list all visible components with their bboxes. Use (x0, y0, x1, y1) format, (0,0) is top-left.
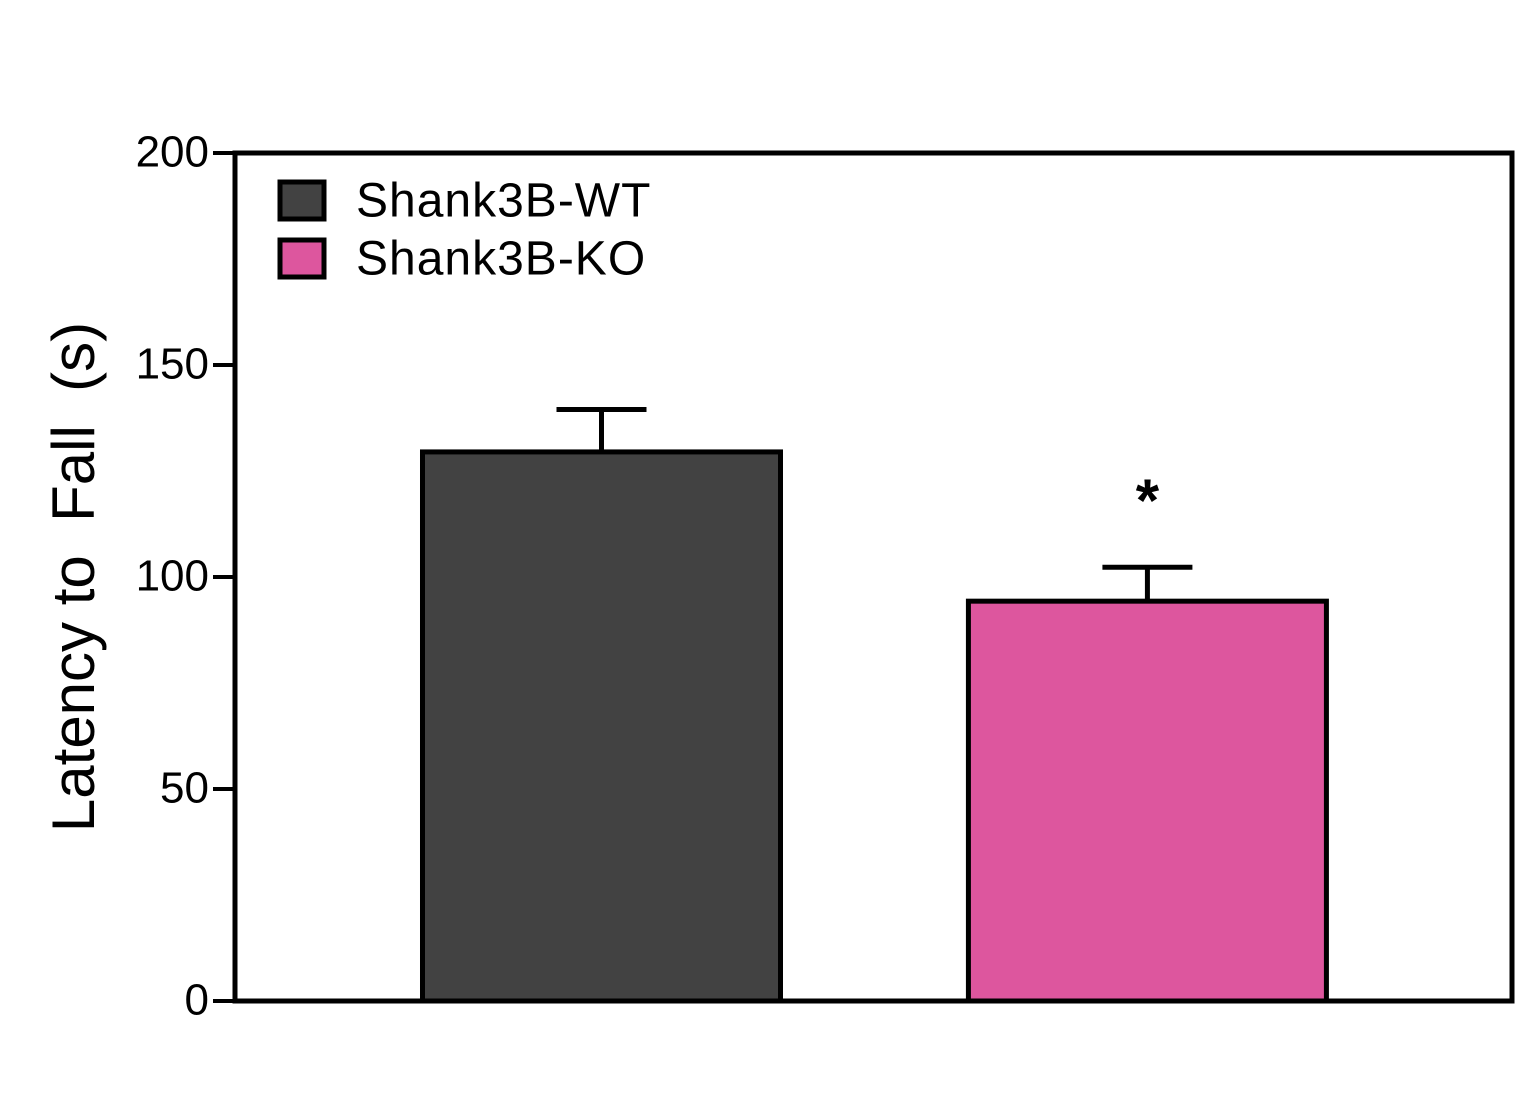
y-tick-label: 50 (160, 764, 209, 813)
y-tick-label: 150 (136, 340, 209, 389)
legend-swatch (277, 179, 327, 222)
legend-label: Shank3B-KO (356, 233, 646, 286)
bar (965, 598, 1329, 1004)
bar (419, 449, 783, 1004)
y-tick-label: 100 (136, 552, 209, 601)
y-tick-label: 0 (185, 976, 209, 1025)
legend-swatch (277, 237, 327, 280)
y-tick-label: 200 (136, 128, 209, 177)
plot-frame (232, 150, 1515, 1004)
significance-mark: * (1136, 467, 1160, 534)
legend-label: Shank3B-WT (356, 175, 651, 228)
y-axis-label: Latency to Fall (s) (40, 322, 107, 832)
